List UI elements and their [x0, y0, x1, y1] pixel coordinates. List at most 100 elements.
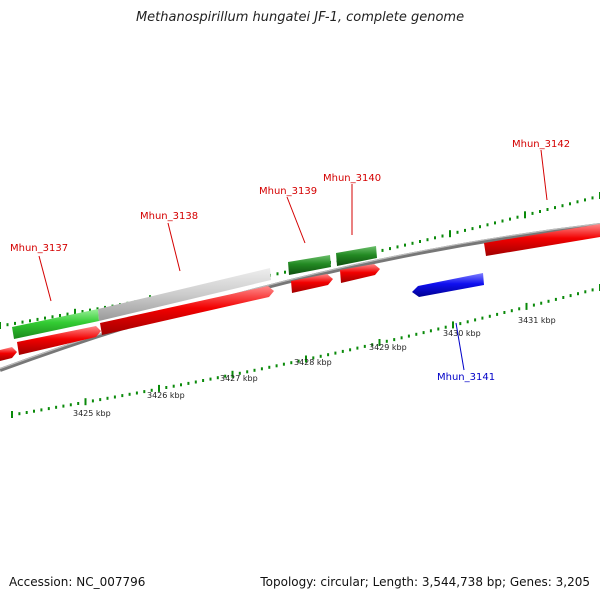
feature-dark-green-block[interactable] [336, 246, 377, 266]
minor-tick [282, 362, 285, 366]
minor-tick [150, 388, 153, 392]
gene-label[interactable]: Mhun_3141 [437, 372, 495, 383]
minor-tick [546, 208, 549, 211]
scale-label: 3426 kbp [147, 391, 185, 400]
minor-tick [561, 204, 564, 208]
gene-leader-line [167, 222, 181, 272]
minor-tick [194, 380, 197, 384]
minor-tick [471, 227, 474, 231]
minor-tick [466, 320, 469, 324]
major-tick [0, 322, 1, 329]
minor-tick [89, 308, 91, 312]
minor-tick [381, 248, 384, 252]
minor-tick [389, 247, 391, 251]
minor-tick [404, 243, 406, 247]
minor-tick [531, 211, 534, 215]
minor-tick [47, 407, 50, 411]
minor-tick [276, 272, 279, 276]
minor-tick [187, 381, 190, 385]
minor-tick [36, 317, 39, 321]
minor-tick [516, 215, 519, 219]
minor-tick [14, 321, 16, 325]
minor-tick [66, 312, 69, 316]
minor-tick [246, 370, 249, 374]
feature-grey-block[interactable] [98, 268, 271, 321]
minor-tick [165, 386, 168, 389]
minor-tick [297, 359, 300, 363]
minor-tick [113, 395, 116, 399]
gene-arrow[interactable] [291, 274, 333, 293]
major-tick [11, 411, 13, 418]
minor-tick [434, 236, 436, 240]
minor-tick [562, 296, 565, 299]
minor-tick [6, 323, 9, 327]
genome-title: Methanospirillum hungatei JF-1, complete… [135, 10, 465, 25]
minor-tick [312, 356, 315, 360]
minor-tick [584, 198, 586, 202]
minor-tick [444, 325, 447, 329]
minor-tick [121, 394, 124, 398]
minor-tick [396, 245, 399, 249]
minor-tick [479, 225, 481, 229]
minor-tick [106, 396, 109, 400]
minor-tick [437, 327, 440, 331]
gene-arrow[interactable] [17, 326, 101, 355]
minor-tick [51, 315, 54, 319]
gene-label[interactable]: Mhun_3139 [259, 186, 317, 197]
minor-tick [539, 210, 541, 213]
gene-arrow[interactable] [484, 224, 600, 256]
gene-label[interactable]: Mhun_3140 [323, 173, 381, 184]
minor-tick [29, 319, 31, 323]
scale-label: 3429 kbp [369, 343, 407, 352]
minor-tick [25, 411, 28, 414]
gene-arrow[interactable] [0, 347, 17, 361]
minor-tick [202, 379, 205, 382]
minor-tick [238, 371, 241, 375]
minor-tick [172, 384, 175, 388]
minor-tick [411, 241, 414, 245]
minor-tick [143, 390, 146, 394]
minor-tick [135, 391, 138, 395]
genome-summary-text: Topology: circular; Length: 3,544,738 bp… [260, 575, 590, 589]
minor-tick [349, 348, 352, 352]
minor-tick [591, 196, 594, 200]
minor-tick [371, 343, 374, 347]
major-tick [231, 370, 234, 378]
feature-dark-green-block[interactable] [288, 255, 331, 275]
minor-tick [96, 307, 99, 311]
scale-label: 3428 kbp [294, 358, 332, 367]
minor-tick [540, 301, 543, 305]
minor-tick [40, 408, 43, 412]
minor-tick [209, 377, 212, 381]
gene-label[interactable]: Mhun_3138 [140, 211, 198, 222]
minor-tick [253, 368, 256, 372]
minor-tick [422, 331, 425, 335]
scale-label: 3430 kbp [443, 329, 481, 338]
minor-tick [69, 403, 72, 407]
gene-label[interactable]: Mhun_3137 [10, 243, 68, 254]
minor-tick [415, 332, 418, 336]
gene-arrow-reverse[interactable] [412, 273, 484, 297]
minor-tick [426, 238, 429, 242]
gene-leader-line [540, 149, 548, 201]
major-tick [525, 302, 528, 310]
gene-leader-line [455, 322, 465, 371]
minor-tick [33, 409, 35, 413]
gene-arrow[interactable] [100, 286, 274, 335]
minor-tick [363, 344, 366, 348]
minor-tick [18, 412, 21, 416]
scale-label: 3431 kbp [518, 316, 556, 325]
minor-tick [393, 338, 396, 342]
minor-tick [77, 402, 80, 405]
gene-label[interactable]: Mhun_3142 [512, 139, 570, 150]
feature-green-block[interactable] [12, 309, 99, 339]
minor-tick [429, 329, 432, 333]
minor-tick [216, 376, 219, 380]
major-tick [378, 339, 381, 346]
minor-tick [510, 309, 513, 313]
minor-tick [55, 405, 58, 409]
minor-tick [59, 314, 61, 317]
minor-tick [509, 217, 511, 221]
gene-arrow[interactable] [340, 264, 380, 283]
